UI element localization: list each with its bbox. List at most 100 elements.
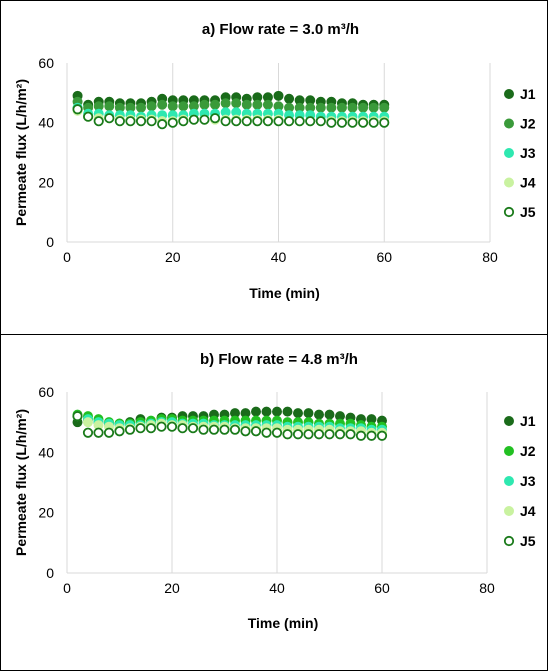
data-point: [282, 406, 293, 417]
data-point: [252, 116, 263, 127]
data-point: [357, 117, 369, 128]
legend-marker: [504, 118, 514, 129]
data-point: [305, 116, 316, 127]
x-tick-label: 80: [479, 580, 495, 596]
legend-marker: [504, 446, 514, 456]
y-tick-label: 20: [38, 505, 54, 521]
data-point: [241, 116, 252, 127]
data-point: [231, 98, 242, 109]
legend-label: J4: [520, 175, 536, 191]
x-tick-label: 20: [165, 249, 181, 265]
data-point: [262, 116, 274, 127]
data-point: [261, 406, 272, 417]
y-tick-label: 40: [38, 444, 54, 460]
data-point: [250, 426, 262, 437]
data-point: [283, 116, 295, 127]
data-point: [334, 429, 346, 440]
y-axis-label: Permeate flux (L/h/m²): [13, 79, 29, 226]
chart-title: b) Flow rate = 4.8 m³/h: [200, 351, 358, 368]
x-tick-label: 20: [164, 580, 180, 596]
data-point: [72, 104, 83, 115]
data-point: [187, 423, 199, 434]
legend-label: J1: [520, 413, 536, 429]
x-axis-label: Time (min): [249, 285, 320, 301]
legend-marker: [503, 535, 515, 547]
legend-marker: [504, 177, 514, 188]
data-point: [209, 113, 221, 124]
data-point: [315, 116, 326, 127]
data-point: [210, 99, 221, 110]
data-point: [124, 424, 136, 435]
legend-marker: [503, 206, 515, 218]
data-point: [199, 99, 210, 110]
data-point: [241, 99, 252, 110]
data-point: [188, 114, 199, 125]
legend-marker: [504, 476, 514, 486]
y-axis-label: Permeate flux (L/h/m²): [13, 409, 29, 556]
data-point: [167, 101, 178, 112]
data-point: [157, 99, 168, 110]
data-point: [146, 116, 157, 127]
y-tick-label: 60: [38, 55, 54, 71]
data-point: [368, 117, 379, 128]
data-point: [376, 430, 388, 441]
scatter-plot-a: a) Flow rate = 3.0 m³/h 0 20 40 60 80 0 20 40 60 T…: [13, 21, 536, 301]
data-point: [284, 93, 295, 104]
data-point: [93, 116, 104, 127]
y-tick-label: 20: [38, 174, 54, 190]
x-tick-label: 0: [63, 580, 71, 596]
x-tick-label: 60: [376, 249, 392, 265]
legend-marker: [504, 89, 514, 99]
legend-label: J3: [520, 145, 536, 161]
data-point: [282, 429, 293, 440]
y-tick-label: 0: [46, 565, 54, 581]
chart-panel-a: a) Flow rate = 3.0 m³/h 0 20 40 60 80 0 20 40 60 T…: [0, 0, 548, 335]
data-point: [355, 430, 367, 441]
data-point: [379, 117, 390, 128]
data-point: [293, 408, 303, 419]
data-point: [252, 99, 263, 110]
data-point: [83, 417, 93, 428]
data-point: [135, 116, 147, 127]
data-point: [178, 101, 189, 112]
data-point: [231, 116, 242, 127]
x-tick-label: 60: [374, 580, 390, 596]
data-point: [271, 427, 283, 438]
legend-label: J5: [520, 533, 536, 549]
data-point: [114, 426, 125, 437]
data-point: [178, 116, 189, 127]
data-point: [303, 429, 314, 440]
data-point: [220, 116, 231, 127]
data-point: [251, 406, 261, 417]
data-point: [366, 430, 377, 441]
data-point: [324, 429, 335, 440]
data-point: [199, 114, 210, 125]
x-tick-label: 40: [271, 249, 287, 265]
x-tick-label: 40: [269, 580, 285, 596]
series-J5: [72, 104, 390, 130]
data-point: [135, 423, 146, 434]
legend-marker: [504, 148, 514, 158]
x-tick-label: 80: [482, 249, 498, 265]
data-point: [315, 102, 326, 113]
data-point: [177, 423, 188, 434]
series-J5: [72, 411, 388, 441]
chart-panel-b: b) Flow rate = 4.8 m³/h 0 20 40 60 80 0 20 40 60 T…: [0, 334, 548, 671]
data-point: [114, 116, 125, 127]
legend-label: J2: [520, 116, 536, 132]
data-point: [262, 99, 273, 110]
data-point: [103, 427, 115, 438]
data-point: [345, 429, 356, 440]
data-point: [358, 102, 369, 113]
data-point: [273, 90, 284, 101]
data-point: [198, 424, 209, 435]
x-tick-label: 0: [63, 249, 71, 265]
data-point: [220, 98, 231, 109]
data-point: [156, 421, 167, 432]
data-point: [219, 424, 230, 435]
data-point: [104, 113, 115, 124]
scatter-plot-b: b) Flow rate = 4.8 m³/h 0 20 40 60 80 0 20 40 60 T…: [13, 351, 536, 631]
legend-label: J5: [520, 204, 536, 220]
data-point: [157, 119, 168, 130]
data-point: [347, 102, 358, 113]
